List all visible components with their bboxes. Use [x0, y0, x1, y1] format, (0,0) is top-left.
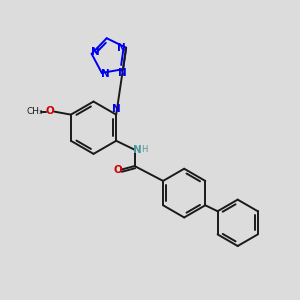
Text: N: N [117, 43, 126, 53]
Text: O: O [113, 165, 122, 175]
Text: N: N [118, 68, 127, 78]
Text: N: N [101, 69, 110, 80]
Text: N: N [133, 145, 142, 155]
Text: O: O [46, 106, 55, 116]
Text: CH₃: CH₃ [26, 107, 43, 116]
Text: H: H [141, 145, 147, 154]
Text: N: N [91, 47, 100, 57]
Text: N: N [112, 104, 121, 114]
